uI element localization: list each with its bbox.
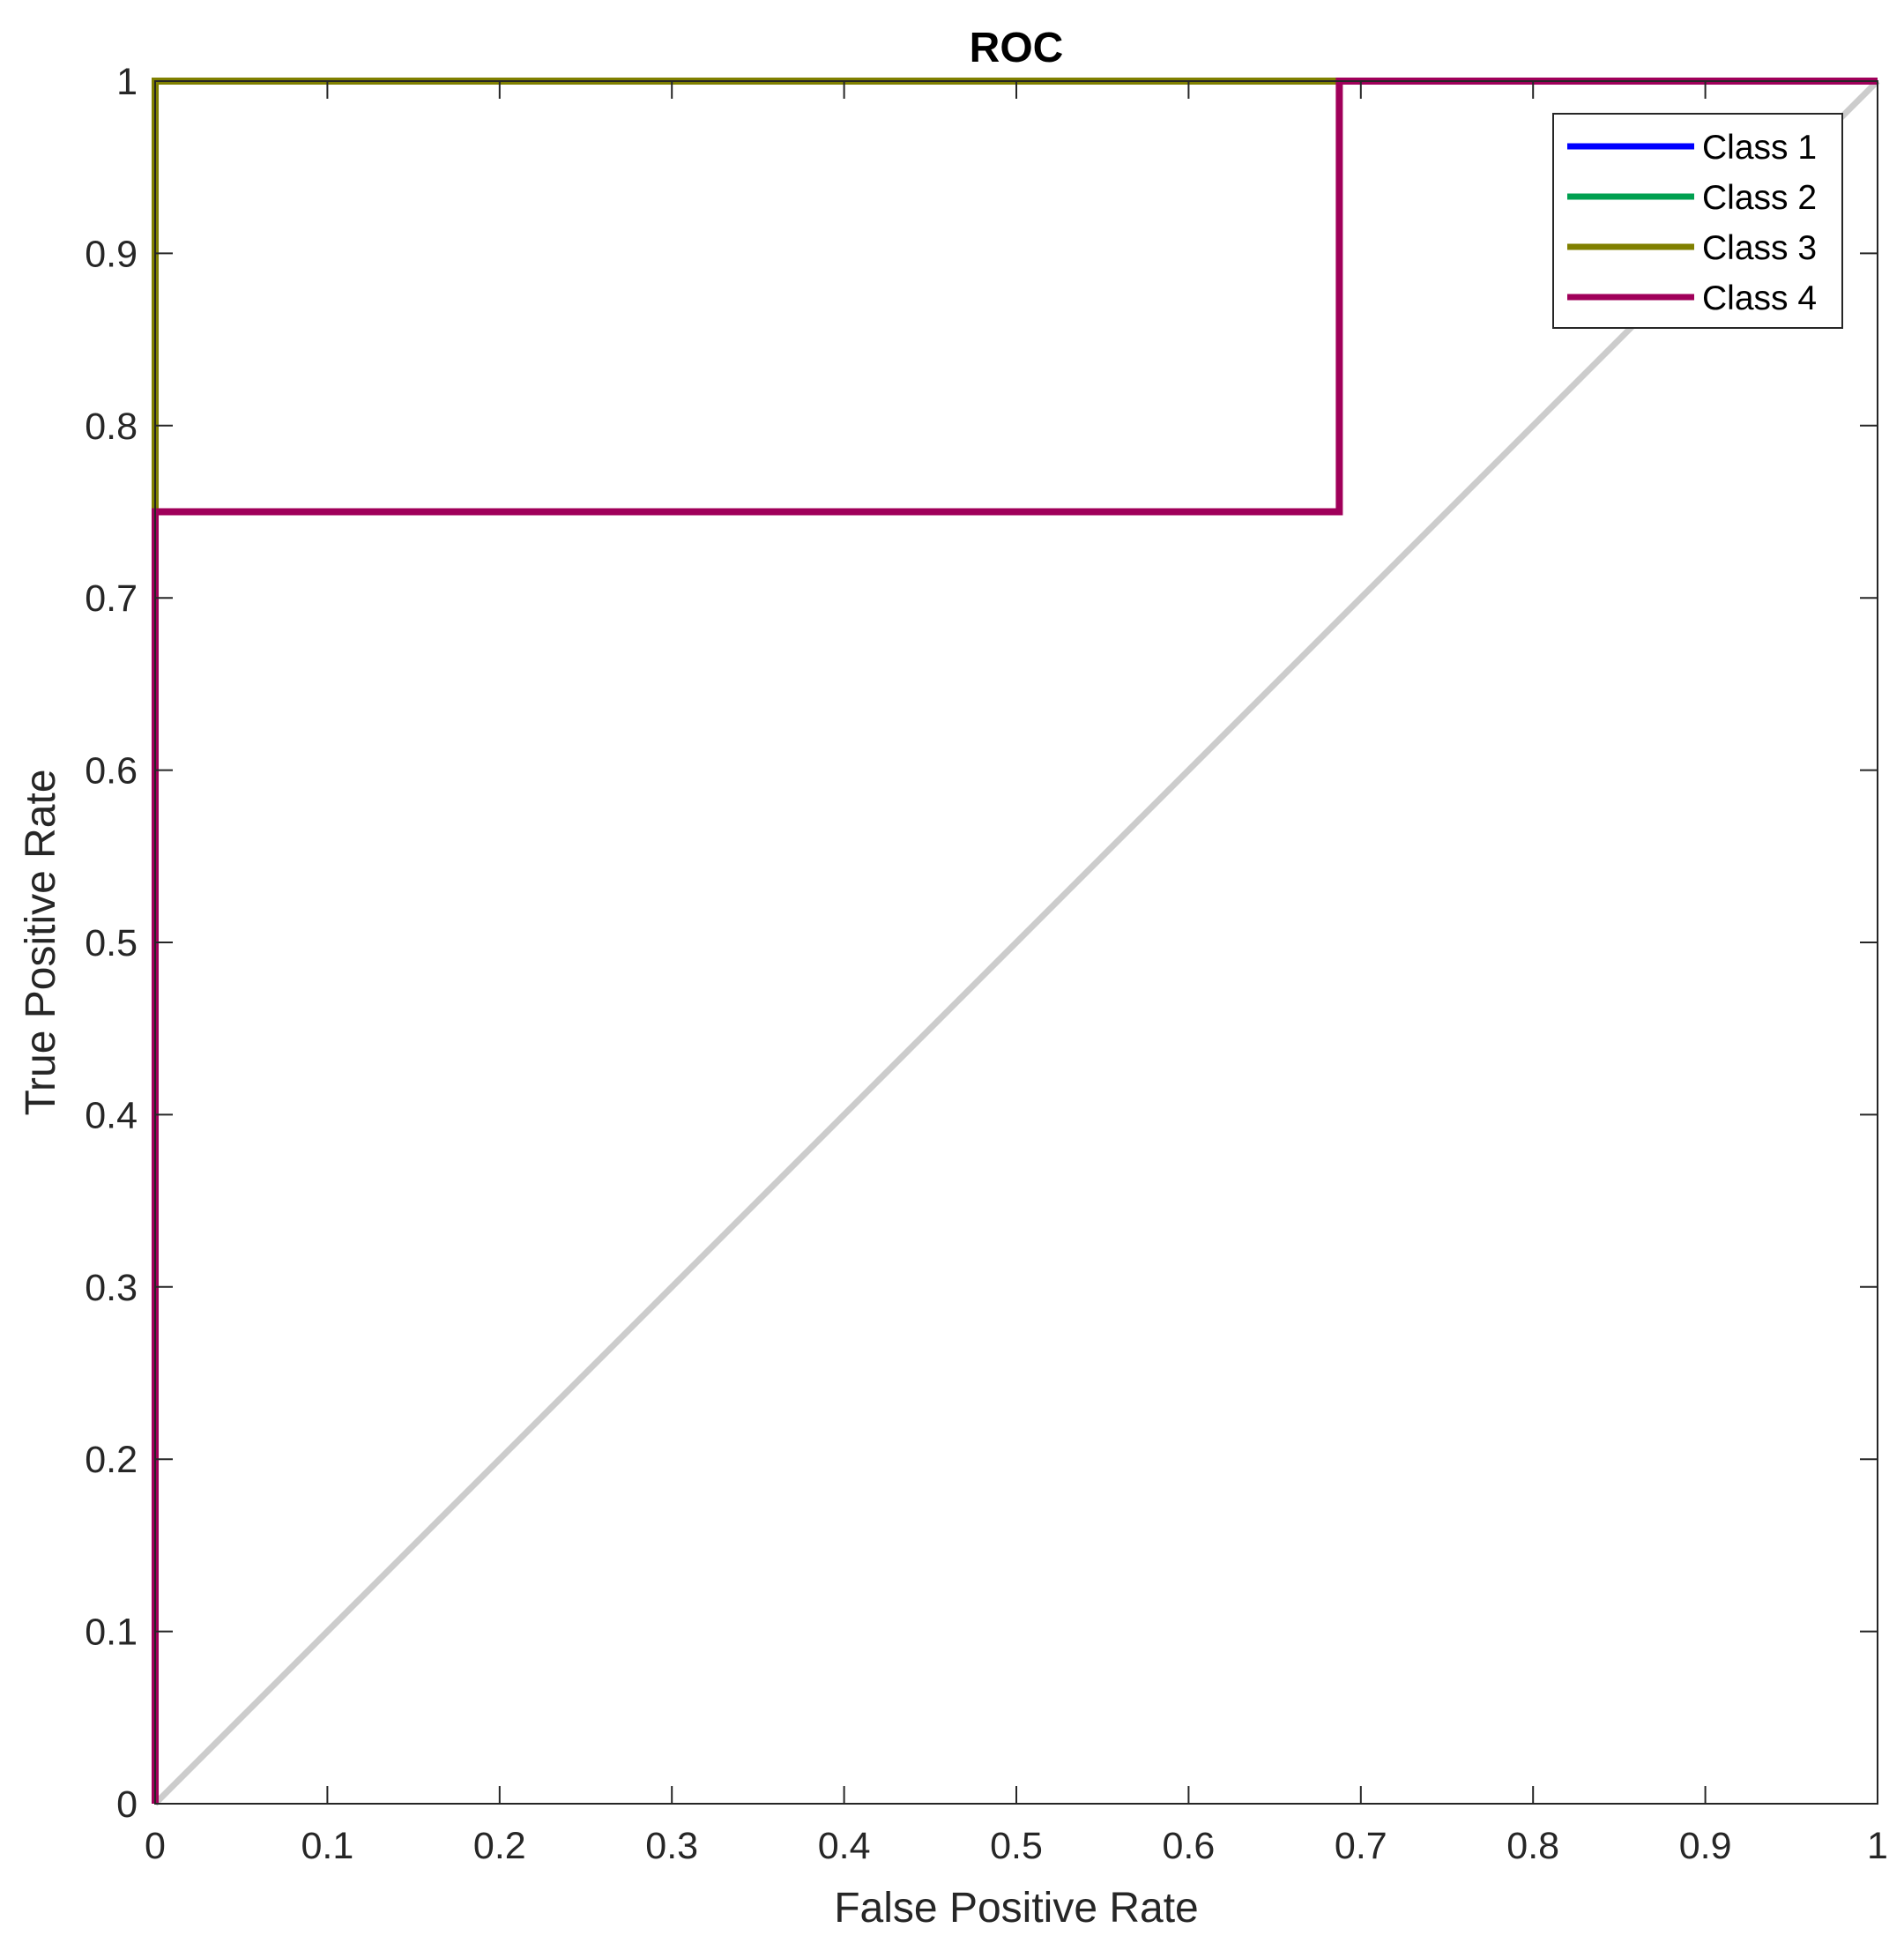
x-axis: 0 0.1 0.2 0.3 0.4 0.5 0.6 0.7 0.8 0.9 1 xyxy=(145,81,1888,1867)
x-tick-label: 1 xyxy=(1867,1825,1888,1867)
chart-title: ROC xyxy=(970,25,1064,71)
reference-diagonal-line xyxy=(152,78,1880,1806)
reference-layer xyxy=(152,78,1880,1806)
y-tick-label: 0 xyxy=(116,1783,138,1826)
x-tick-label: 0.6 xyxy=(1163,1825,1216,1867)
x-tick-label: 0.8 xyxy=(1506,1825,1559,1867)
y-tick-label: 0.9 xyxy=(85,233,138,275)
legend-label-class-4: Class 4 xyxy=(1702,279,1817,317)
y-tick-label: 0.2 xyxy=(85,1439,138,1481)
y-tick-label: 0.6 xyxy=(85,750,138,793)
y-axis: 0 0.1 0.2 0.3 0.4 0.5 0.6 0.7 0.8 0.9 1 xyxy=(85,61,1878,1826)
y-tick-label: 0.5 xyxy=(85,922,138,964)
x-tick-label: 0.4 xyxy=(818,1825,871,1867)
y-tick-label: 0.1 xyxy=(85,1612,138,1654)
x-tick-label: 0.2 xyxy=(473,1825,526,1867)
x-tick-label: 0.3 xyxy=(645,1825,698,1867)
x-tick-label: 0.5 xyxy=(990,1825,1043,1867)
y-tick-label: 0.3 xyxy=(85,1267,138,1309)
x-axis-title: False Positive Rate xyxy=(834,1885,1199,1932)
y-tick-label: 0.4 xyxy=(85,1094,138,1136)
legend-label-class-2: Class 2 xyxy=(1702,179,1817,217)
legend-label-class-1: Class 1 xyxy=(1702,129,1817,167)
legend-label-class-3: Class 3 xyxy=(1702,229,1817,267)
y-axis-title: True Positive Rate xyxy=(18,769,64,1115)
y-tick-label: 0.8 xyxy=(85,406,138,448)
y-tick-label: 0.7 xyxy=(85,577,138,620)
legend: Class 1 Class 2 Class 3 Class 4 xyxy=(1552,113,1843,329)
x-tick-label: 0.7 xyxy=(1335,1825,1387,1867)
y-tick-label: 1 xyxy=(116,61,138,103)
x-tick-label: 0.9 xyxy=(1679,1825,1732,1867)
x-tick-label: 0 xyxy=(145,1825,166,1867)
x-tick-label: 0.1 xyxy=(301,1825,354,1867)
